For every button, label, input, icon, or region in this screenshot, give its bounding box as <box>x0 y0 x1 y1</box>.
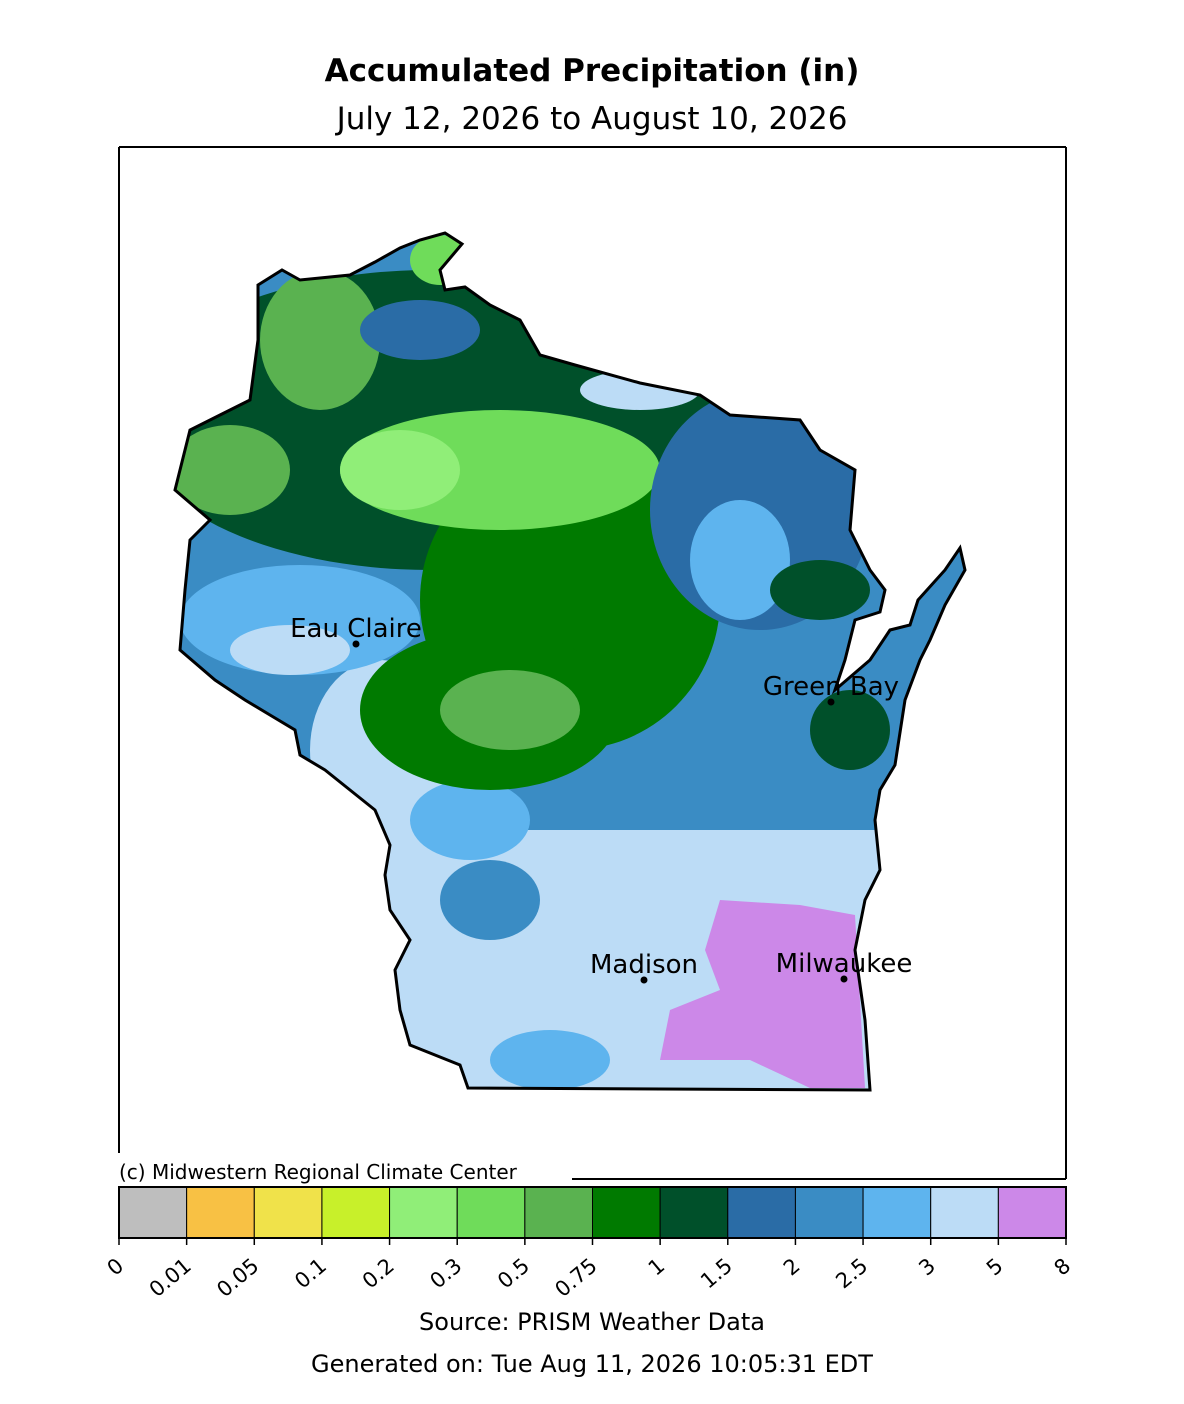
colorbar-bin <box>930 1186 999 1239</box>
title: Accumulated Precipitation (in) <box>325 53 860 89</box>
colorbar-tick-label: 1.5 <box>696 1253 737 1293</box>
colorbar-tick-label: 0 <box>103 1253 129 1280</box>
colorbar-bin <box>727 1186 796 1239</box>
city-label: Eau Claire <box>290 614 422 644</box>
colorbar-bin <box>456 1186 526 1239</box>
colorbar-tick-label: 0.3 <box>425 1253 466 1293</box>
colorbar-tick-label: 0.2 <box>358 1253 399 1293</box>
city-dot <box>352 640 360 648</box>
cities: Eau Claire Green Bay Madison Milwaukee <box>290 614 912 984</box>
city-dot <box>840 975 848 983</box>
colorbar-tick-label: 5 <box>982 1253 1008 1280</box>
colorbar-bin <box>997 1186 1067 1239</box>
city-label: Madison <box>590 950 698 980</box>
colorbar-bin <box>321 1186 391 1239</box>
colorbar-bin <box>794 1186 864 1239</box>
colorbar-tick-label: 0.01 <box>145 1253 196 1301</box>
subtitle: July 12, 2026 to August 10, 2026 <box>335 101 848 137</box>
colorbar-bin <box>253 1186 323 1239</box>
city-dot <box>640 976 648 984</box>
colorbar-bin <box>389 1186 458 1239</box>
colorbar-tick-label: 2.5 <box>831 1253 872 1293</box>
colorbar-tick-label: 1 <box>644 1253 670 1280</box>
credit: (c) Midwestern Regional Climate Center <box>119 1160 518 1184</box>
colorbar-tick-label: 0.1 <box>290 1253 331 1293</box>
colorbar-tick-label: 3 <box>914 1253 940 1280</box>
colorbar-bin <box>659 1186 729 1239</box>
colorbar-tick-label: 0.75 <box>550 1253 601 1301</box>
colorbar: 0 0.01 0.05 0.1 0.2 0.3 0.5 0.75 1 1.5 2 2.5 3 5 8 <box>103 1186 1076 1302</box>
map-frame <box>118 146 1067 1180</box>
colorbar-bin <box>524 1186 593 1239</box>
city-label: Milwaukee <box>776 949 913 979</box>
colorbar-tick-label: 2 <box>779 1253 805 1280</box>
colorbar-tick-label: 0.05 <box>212 1253 263 1301</box>
colorbar-bin <box>862 1186 932 1239</box>
colorbar-bin <box>118 1186 188 1239</box>
colorbar-tick-label: 0.5 <box>493 1253 534 1293</box>
colorbar-bin <box>186 1186 255 1239</box>
generated: Generated on: Tue Aug 11, 2026 10:05:31 … <box>311 1350 873 1378</box>
source: Source: PRISM Weather Data <box>419 1308 765 1336</box>
colorbar-bin <box>592 1186 661 1239</box>
city-dot <box>827 698 835 706</box>
colorbar-tick-label: 8 <box>1050 1253 1076 1280</box>
city-label: Green Bay <box>763 672 899 702</box>
